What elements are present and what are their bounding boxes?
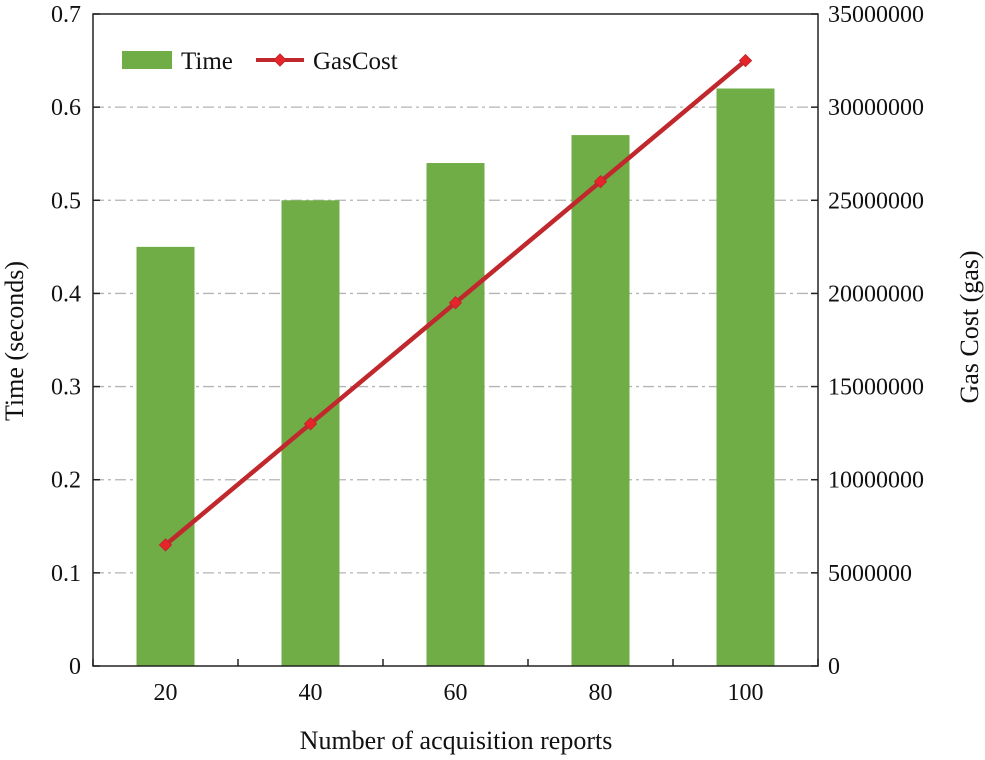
bar-series-time [136,88,775,667]
y-tick-label-left-7: 0.7 [51,2,81,28]
x-axis-title: Number of acquisition reports [300,726,613,755]
y-tick-label-left-5: 0.5 [51,188,81,214]
y-tick-label-left-0: 0 [69,654,81,680]
y-tick-label-right-6: 30000000 [828,95,924,121]
legend: Time GasCost [122,48,398,75]
x-tick-label-80: 80 [589,680,613,706]
y-axis-title-left: Time (seconds) [0,261,29,421]
marker-gascost-40 [303,417,318,431]
plot-frame [92,13,819,667]
bar-time-80 [571,135,630,667]
y-tick-label-left-4: 0.4 [51,281,81,307]
y-tick-label-left-3: 0.3 [51,375,81,401]
y-tick-label-right-5: 25000000 [828,188,924,214]
y-tick-label-right-4: 20000000 [828,281,924,307]
y-tick-label-left-1: 0.1 [51,561,81,587]
y-tick-label-right-3: 15000000 [828,375,924,401]
legend-label-gascost: GasCost [313,48,398,75]
y-tick-label-right-0: 0 [828,654,840,680]
y-tick-label-right-2: 10000000 [828,468,924,494]
marker-gascost-20 [158,538,173,552]
legend-label-time: Time [181,48,233,75]
bar-time-100 [716,88,775,666]
y-tick-label-right-1: 5000000 [828,561,912,587]
axes: 0 0.1 0.2 0.3 0.4 0.5 0.6 0.7 0 5000000 10000000 15… [51,2,924,706]
y-tick-label-left-2: 0.2 [51,468,81,494]
legend-swatch-gascost-marker [273,53,287,67]
line-series-gascost [158,53,753,552]
bar-time-20 [136,246,195,666]
x-tick-label-40: 40 [299,680,323,706]
x-tick-label-20: 20 [154,680,178,706]
bar-time-60 [426,163,485,666]
y-tick-label-left-6: 0.6 [51,95,81,121]
marker-gascost-100 [738,53,753,68]
y-tick-label-right-7: 35000000 [828,2,924,28]
y-axis-title-right: Gas Cost (gas) [955,250,984,403]
legend-swatch-time [122,51,172,69]
bar-time-40 [281,200,340,667]
marker-gascost-60 [448,296,463,310]
x-tick-label-60: 60 [444,680,468,706]
x-tick-label-100: 100 [728,680,764,706]
marker-gascost-80 [593,174,608,189]
